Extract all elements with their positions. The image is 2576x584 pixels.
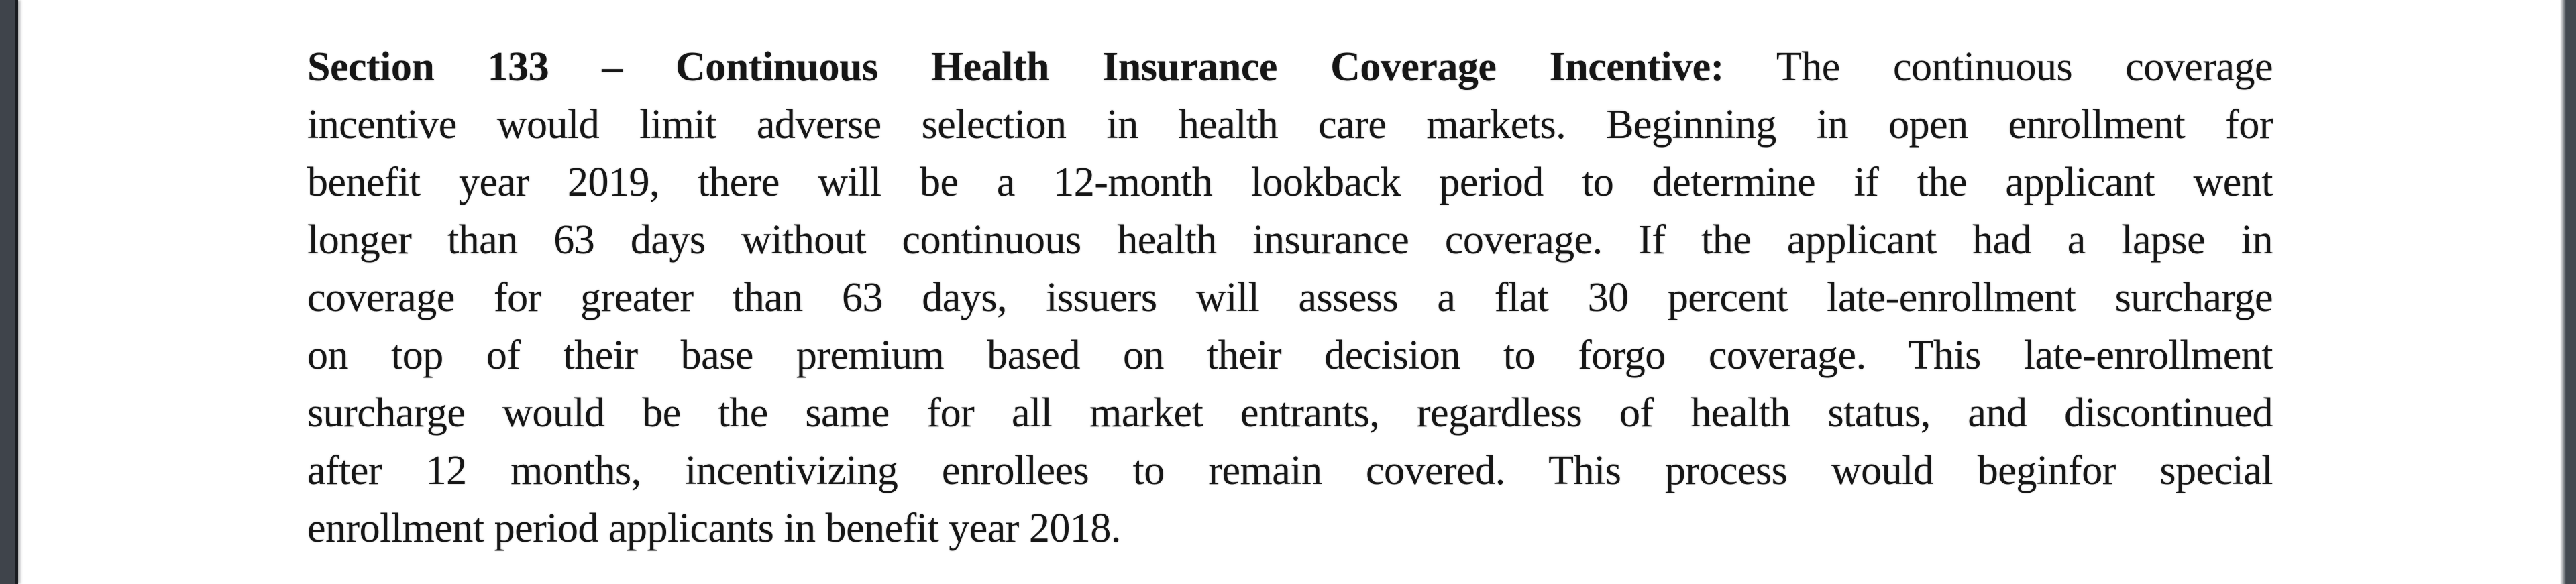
paragraph-line: benefit year 2019, there will be a 12-mo… [307,154,2273,211]
paragraph-line: surcharge would be the same for all mark… [307,384,2273,442]
paragraph-line: after 12 months, incentivizing enrollees… [307,442,2273,500]
paragraph-line-text: The continuous coverage [1723,44,2273,90]
viewer-right-edge [2560,0,2576,584]
paragraph-line: incentive would limit adverse selection … [307,96,2273,154]
paragraph-line: enrollment period applicants in benefit … [307,500,2273,557]
paragraph-line: Section 133 – Continuous Health Insuranc… [307,38,2273,96]
viewer-left-edge [0,0,18,584]
paragraph-line: coverage for greater than 63 days, issue… [307,269,2273,327]
paragraph-line: longer than 63 days without continuous h… [307,211,2273,269]
section-heading-bold-text: Section 133 – Continuous Health Insuranc… [307,44,1724,90]
paragraph-line-text: coverage for greater than 63 days, issue… [307,275,2273,320]
paragraph-line-text: after 12 months, incentivizing enrollees… [307,448,2273,493]
paragraph-line-text: on top of their base premium based on th… [307,333,2273,378]
document-paragraph: Section 133 – Continuous Health Insuranc… [307,38,2273,557]
paragraph-line-text: surcharge would be the same for all mark… [307,390,2273,436]
paragraph-line-text: benefit year 2019, there will be a 12-mo… [307,160,2273,205]
paragraph-line: on top of their base premium based on th… [307,327,2273,384]
paragraph-line-text: longer than 63 days without continuous h… [307,217,2273,263]
paragraph-line-text: incentive would limit adverse selection … [307,102,2273,148]
paragraph-line-text: enrollment period applicants in benefit … [307,506,1121,551]
